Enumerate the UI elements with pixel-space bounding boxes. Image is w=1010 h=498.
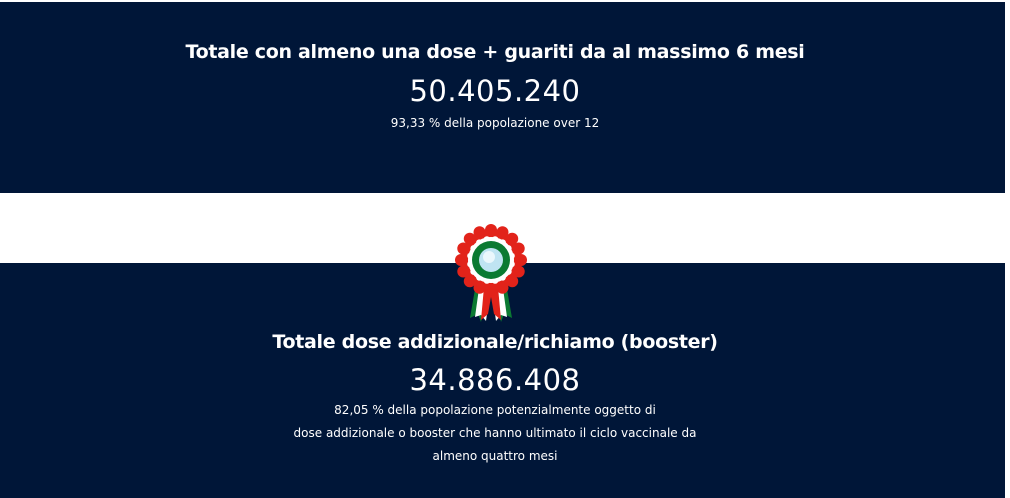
booster-value: 34.886.408 [409,363,581,397]
first-dose-note: 93,33 % della popolazione over 12 [390,116,600,130]
booster-title: Totale dose addizionale/richiamo (booste… [272,331,718,353]
first-dose-title: Totale con almeno una dose + guariti da … [185,41,805,63]
booster-note-line-3: almeno quattro mesi [432,449,558,463]
booster-note-line-2: dose addizionale o booster che hanno ult… [293,426,697,440]
booster-note-line-1: 82,05 % della popolazione potenzialmente… [334,403,656,417]
first-dose-value: 50.405.240 [409,74,581,108]
italian-rosette-icon [455,224,527,322]
first-dose-section: Totale con almeno una dose + guariti da … [0,2,1005,193]
